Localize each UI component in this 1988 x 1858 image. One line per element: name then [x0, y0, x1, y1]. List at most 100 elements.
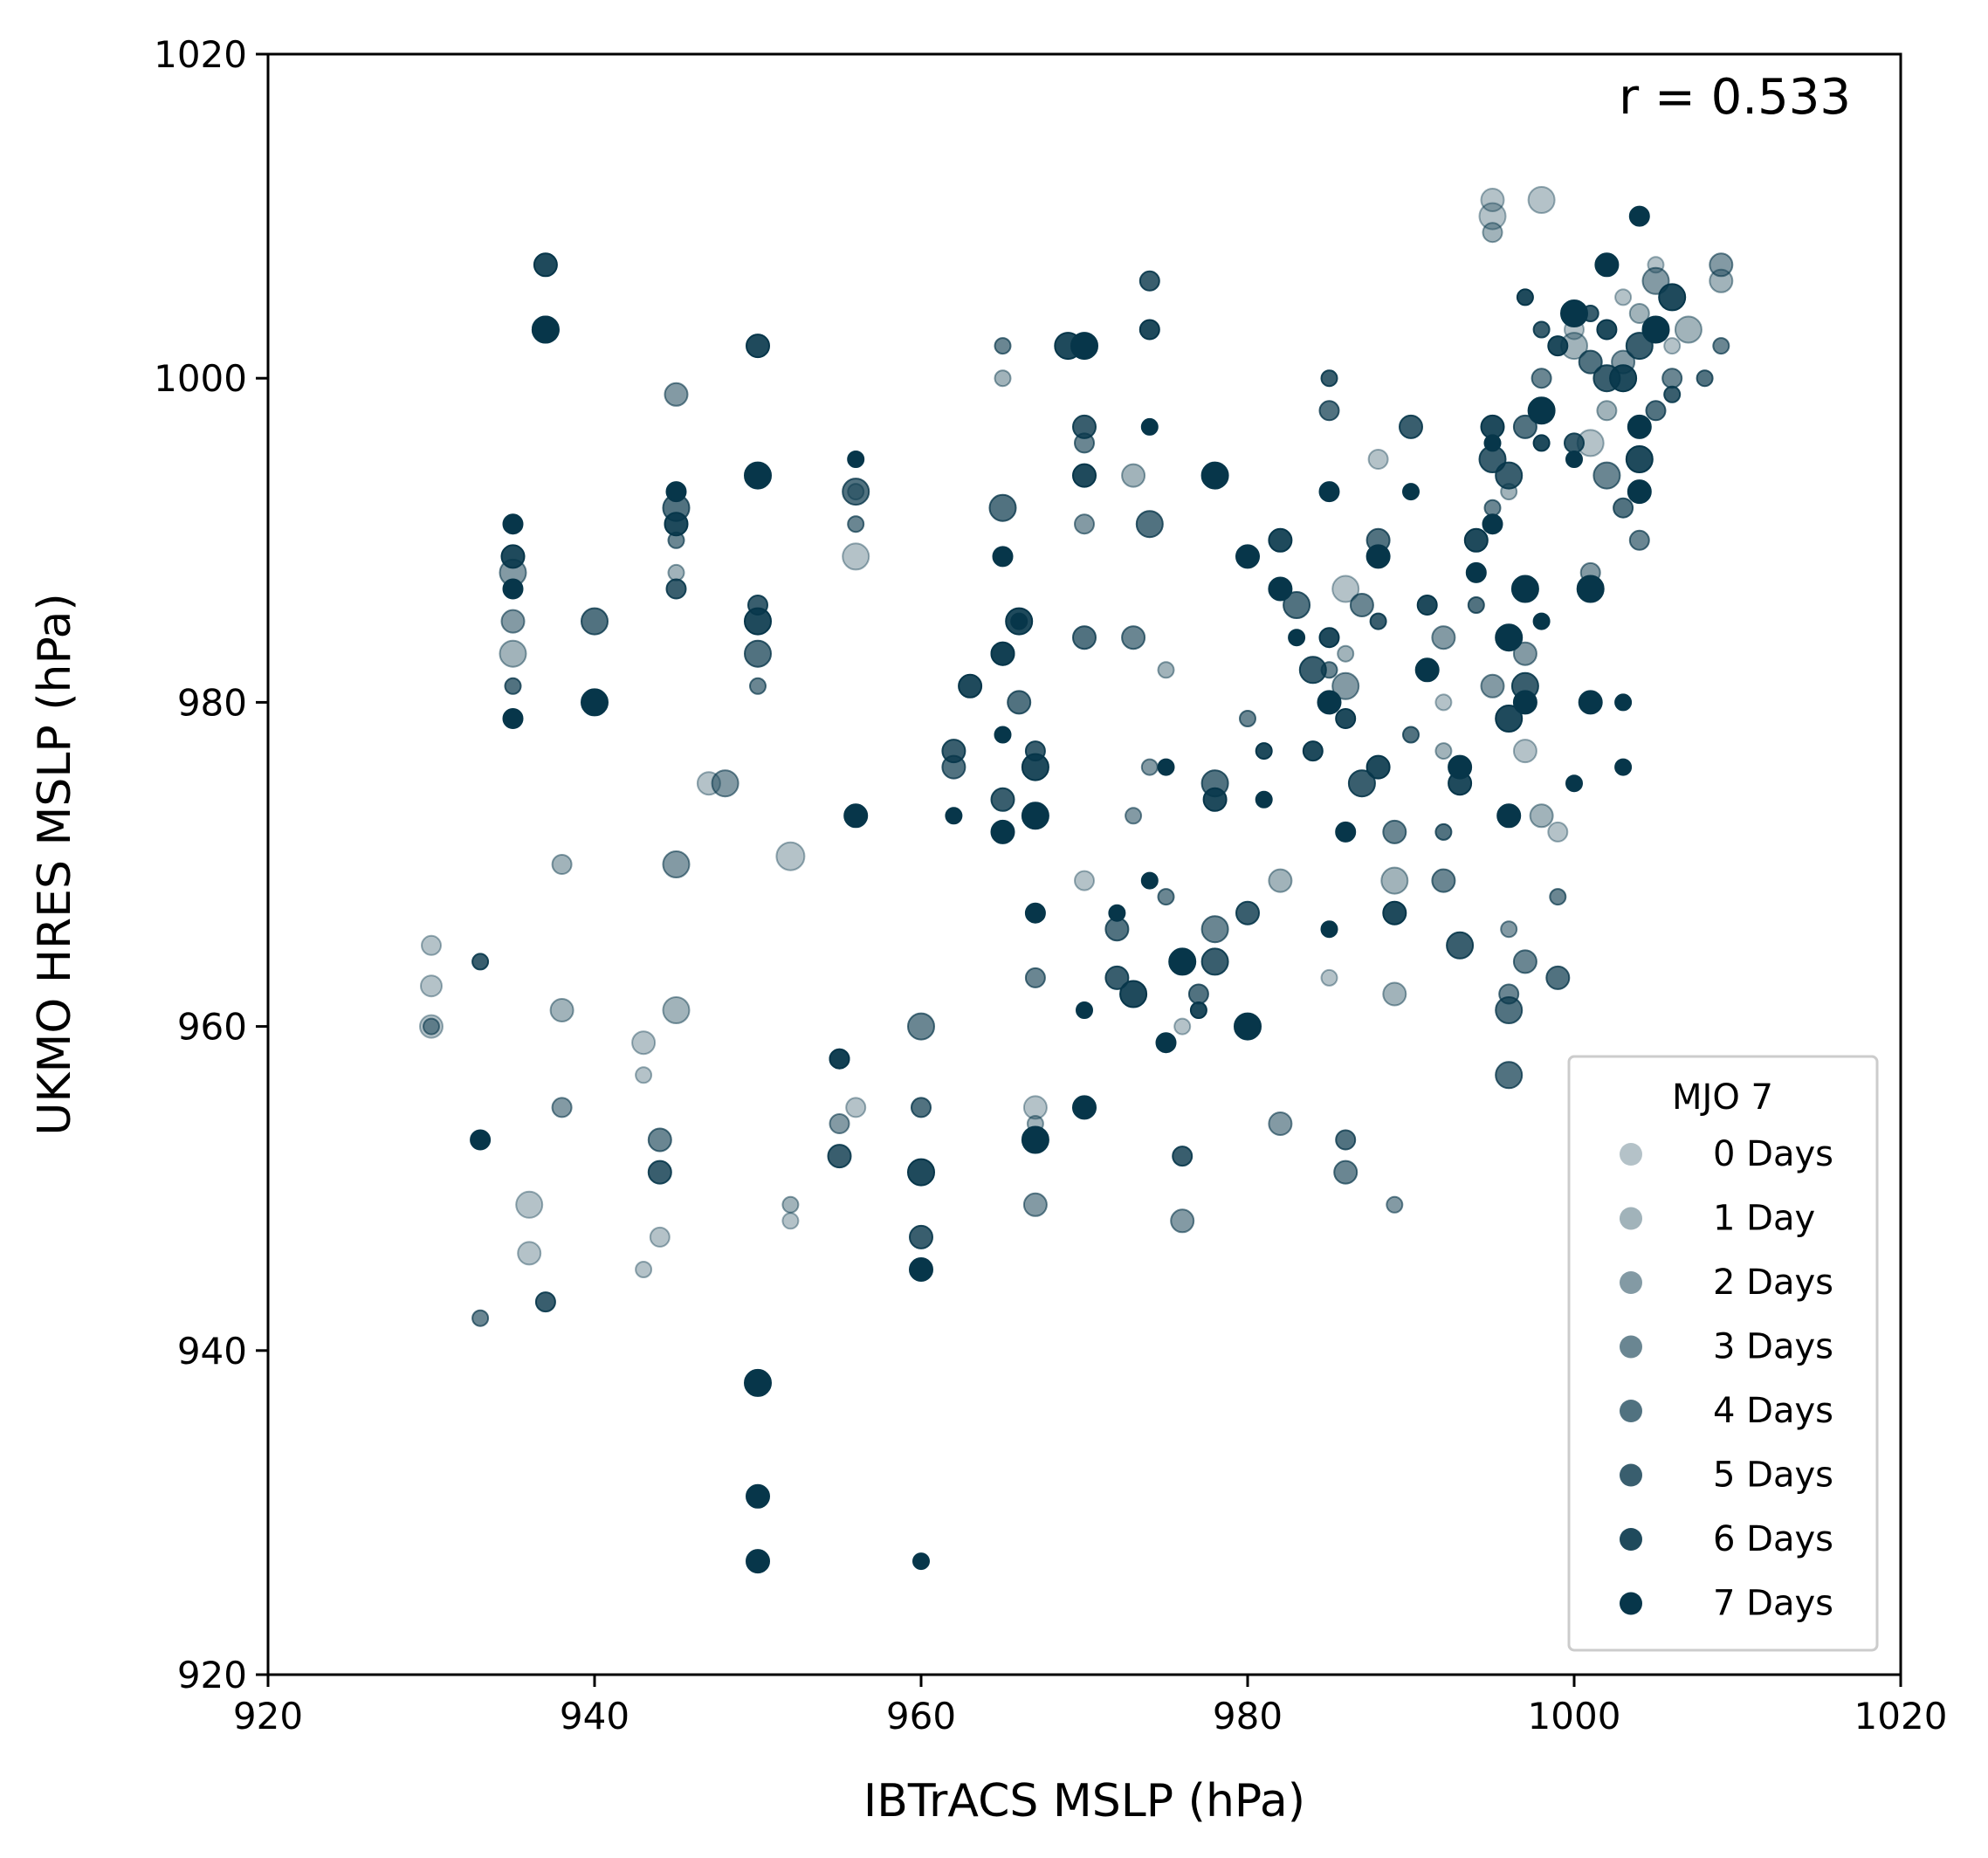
data-point: [1234, 1012, 1262, 1041]
data-point: [1547, 335, 1569, 357]
data-point: [1200, 947, 1229, 976]
data-point: [1709, 252, 1734, 278]
data-point: [1335, 708, 1357, 729]
data-point: [1022, 1192, 1048, 1217]
data-point: [1121, 625, 1146, 650]
data-point: [1532, 434, 1551, 452]
data-point: [502, 708, 524, 729]
data-point: [631, 1030, 657, 1056]
data-point: [1512, 690, 1537, 715]
y-tick-label: 920: [177, 1654, 247, 1696]
data-point: [662, 850, 691, 878]
legend-entry-label: 0 Days: [1713, 1134, 1833, 1174]
legend-marker: [1620, 1143, 1642, 1166]
data-point: [1495, 461, 1524, 490]
data-point: [1125, 807, 1143, 825]
data-point: [499, 639, 527, 668]
data-point: [1268, 868, 1293, 893]
data-point: [1024, 902, 1046, 924]
data-point: [1155, 1032, 1177, 1054]
points-layer: [419, 186, 1734, 1574]
data-point: [1335, 1129, 1357, 1151]
data-point: [847, 515, 865, 533]
data-point: [531, 315, 560, 344]
data-point: [1121, 463, 1146, 488]
legend-marker: [1620, 1271, 1642, 1294]
legend-marker: [1620, 1528, 1642, 1551]
data-point: [551, 854, 573, 875]
data-point: [911, 1097, 932, 1118]
data-point: [1596, 400, 1618, 422]
data-point: [1495, 1061, 1524, 1090]
data-point: [990, 641, 1015, 666]
data-point: [1416, 595, 1438, 616]
data-point: [1512, 739, 1537, 764]
data-point: [581, 688, 609, 717]
data-point: [1021, 802, 1049, 830]
data-point: [1024, 967, 1046, 988]
data-point: [635, 1261, 653, 1278]
x-tick-label: 960: [886, 1695, 956, 1738]
x-tick-label: 1020: [1854, 1695, 1948, 1738]
data-point: [847, 451, 865, 468]
data-point: [500, 609, 526, 634]
data-point: [635, 1066, 653, 1084]
data-point: [1434, 822, 1453, 841]
data-point: [1565, 774, 1583, 793]
data-point: [1641, 315, 1670, 344]
data-point: [912, 1552, 930, 1571]
plot-frame: [266, 52, 1902, 1676]
data-point: [1318, 481, 1340, 503]
data-point: [1578, 349, 1603, 375]
data-point: [1367, 449, 1389, 470]
data-point: [1382, 819, 1407, 844]
data-point: [1140, 758, 1159, 776]
data-point: [990, 787, 1015, 812]
data-point: [1613, 497, 1634, 519]
y-tick-label: 980: [177, 681, 247, 724]
data-point: [1172, 1146, 1193, 1167]
data-point: [1527, 186, 1556, 214]
data-point: [1512, 641, 1537, 666]
data-point: [1495, 705, 1524, 733]
legend-entry-label: 1 Day: [1713, 1199, 1815, 1239]
data-point: [1138, 319, 1160, 341]
data-point: [1434, 742, 1453, 760]
data-point: [1140, 417, 1159, 436]
data-point: [1074, 870, 1095, 891]
data-point: [781, 1212, 800, 1230]
data-point: [843, 803, 869, 829]
data-point: [1022, 1095, 1048, 1120]
data-point: [1072, 414, 1097, 439]
data-point: [1658, 283, 1687, 312]
data-point: [667, 563, 685, 581]
data-point: [502, 578, 524, 600]
data-point: [829, 1113, 850, 1134]
data-point: [1140, 871, 1159, 890]
data-point: [1320, 920, 1338, 939]
legend-title: MJO 7: [1672, 1077, 1773, 1118]
data-point: [1157, 888, 1175, 906]
legend-entry-label: 4 Days: [1713, 1391, 1833, 1431]
data-point: [1480, 188, 1505, 212]
data-point: [1380, 866, 1409, 895]
data-point: [1108, 904, 1126, 922]
data-point: [941, 739, 966, 764]
legend-entry-label: 2 Days: [1713, 1263, 1833, 1303]
data-point: [1335, 821, 1357, 843]
data-point: [1283, 591, 1311, 619]
data-point: [1627, 479, 1652, 505]
data-point: [1135, 510, 1164, 539]
legend-entry-label: 6 Days: [1713, 1519, 1833, 1559]
series-1-days: [499, 222, 1734, 1214]
data-point: [1235, 544, 1260, 569]
data-point: [1596, 319, 1618, 341]
data-point: [1268, 527, 1293, 553]
data-point: [1527, 396, 1556, 425]
data-point: [1483, 434, 1502, 452]
data-point: [1337, 644, 1355, 663]
data-point: [829, 1048, 850, 1070]
data-point: [1465, 561, 1487, 583]
ticks-layer: 920 940 960 980 1000 1020 920 940 960 980 1000 1020: [154, 33, 1947, 1738]
data-point: [827, 1144, 852, 1169]
